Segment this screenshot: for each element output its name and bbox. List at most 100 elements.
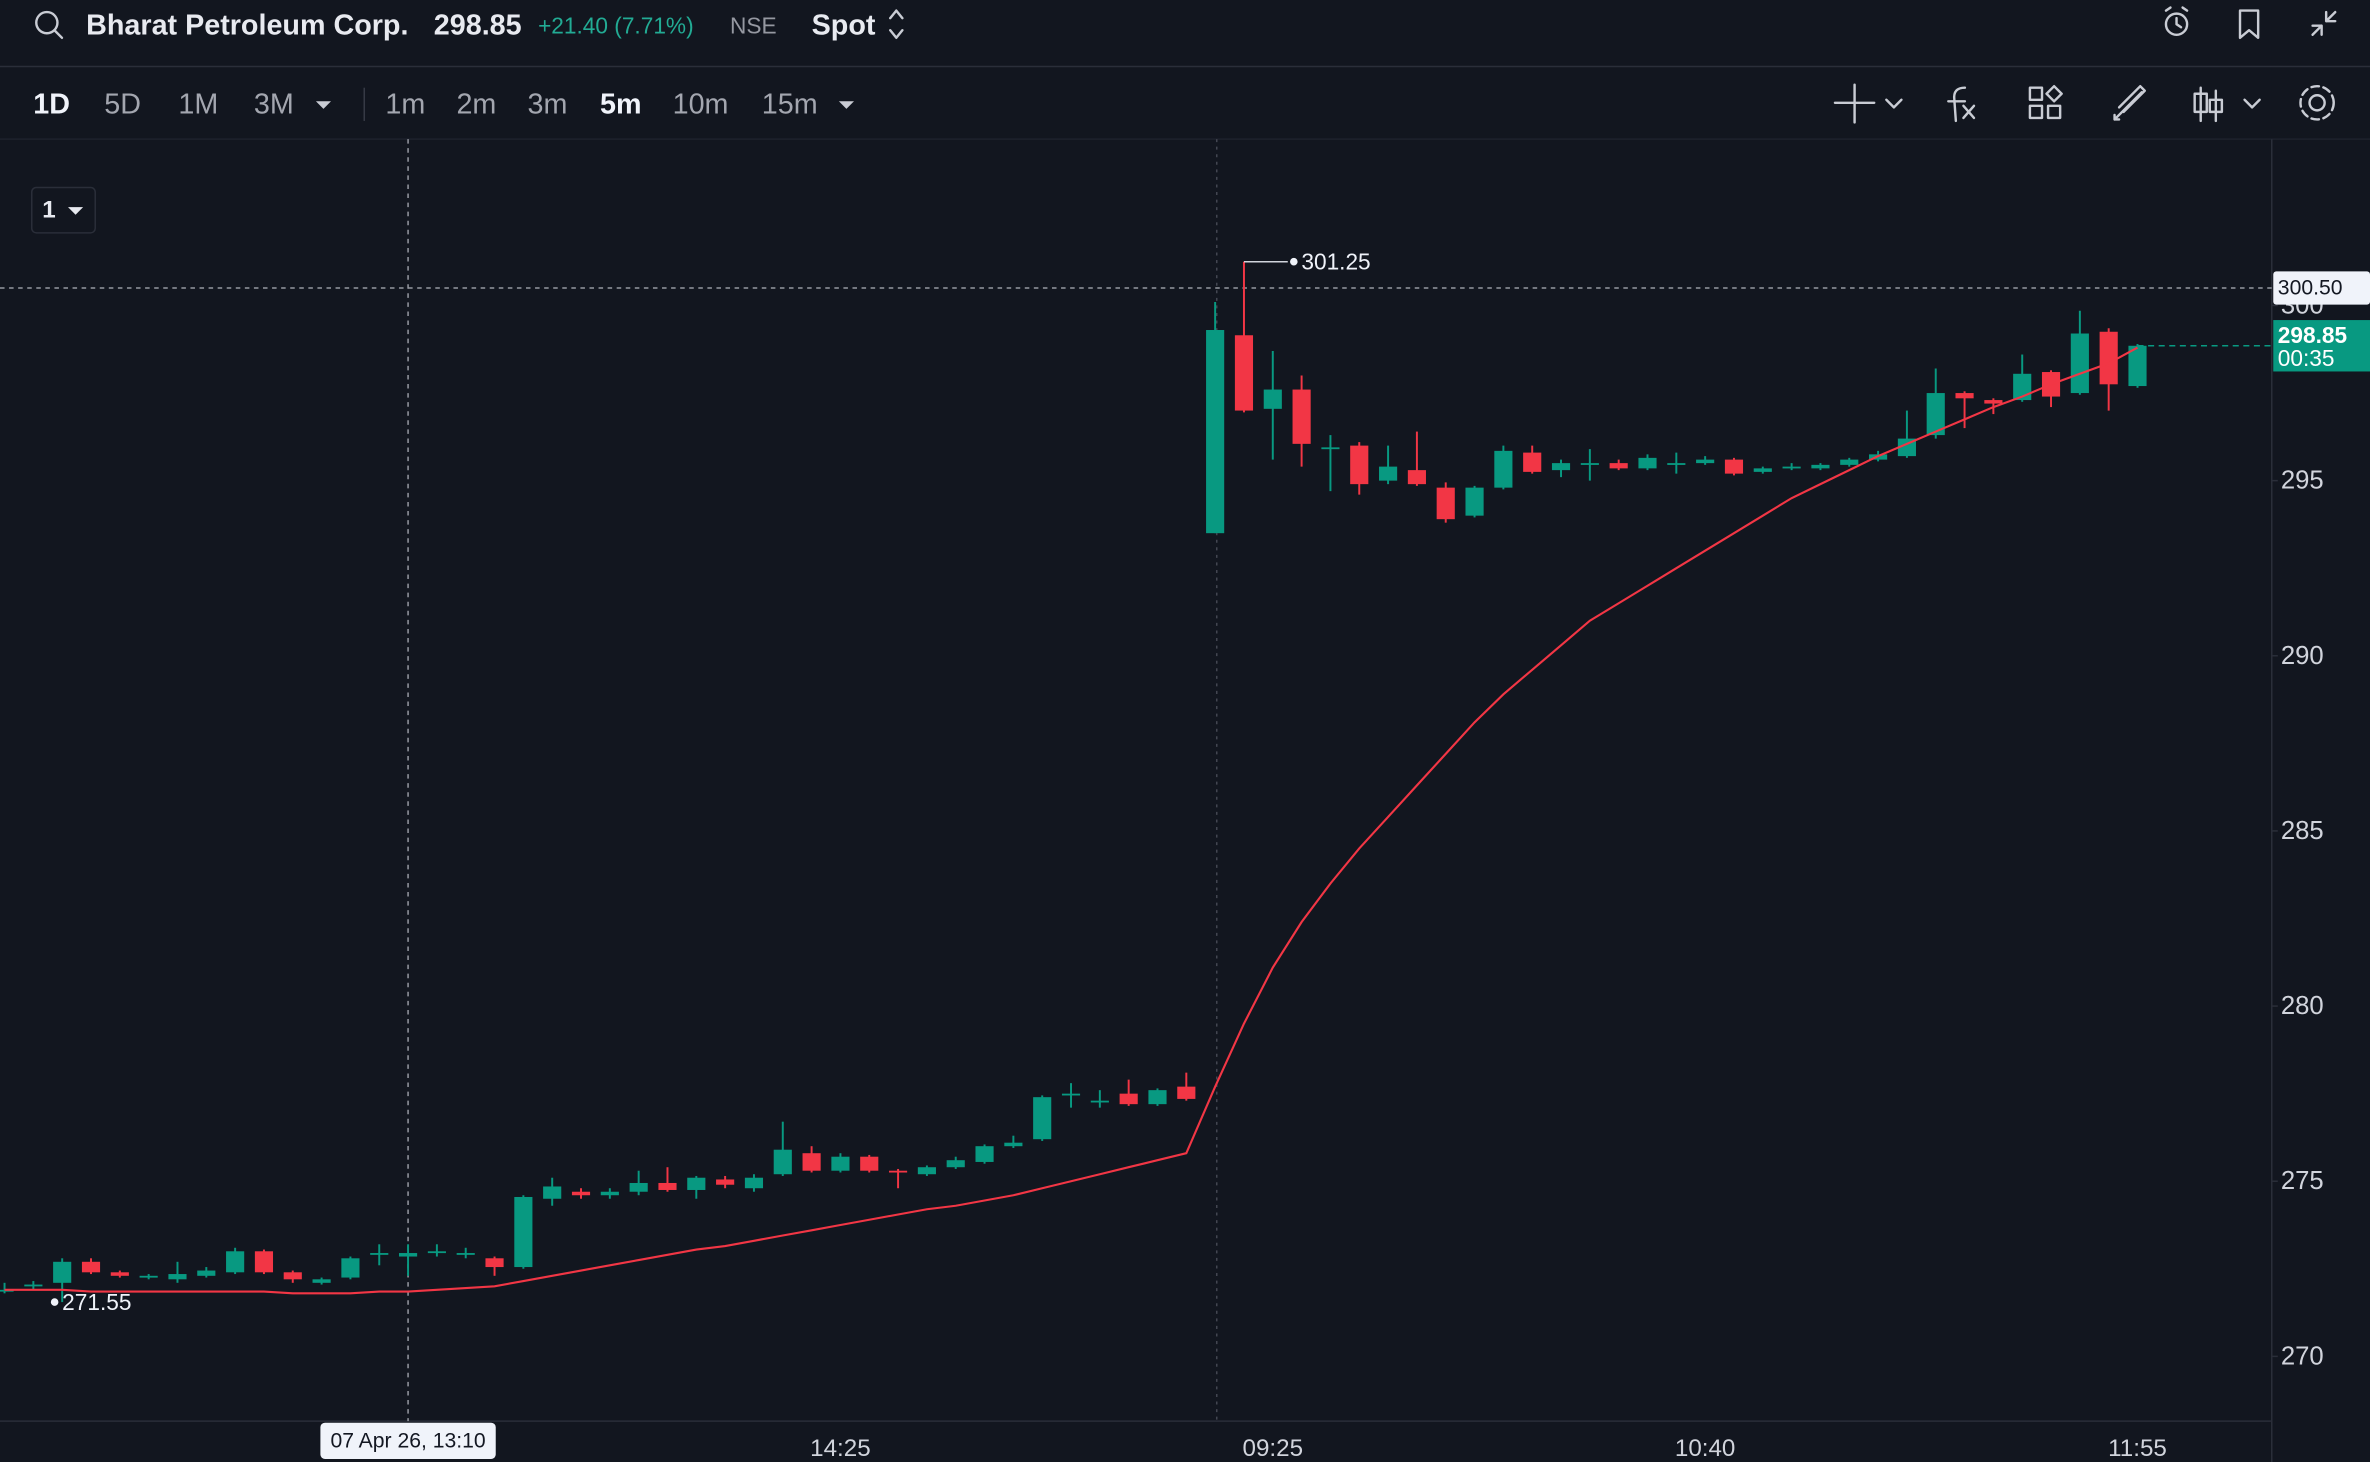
candle-body	[889, 1170, 908, 1173]
pane-selector[interactable]	[30, 186, 96, 234]
exchange: NSE	[730, 13, 777, 39]
countdown-label: 00:35	[2278, 345, 2335, 371]
candle-body	[1004, 1142, 1023, 1147]
candle-body	[1926, 393, 1945, 436]
candle-body	[53, 1261, 72, 1283]
last-price: 298.85	[434, 10, 522, 42]
bookmark-icon[interactable]	[2238, 9, 2260, 40]
candle-body	[600, 1191, 619, 1196]
templates-tool[interactable]	[2028, 84, 2063, 120]
pane-caret[interactable]	[68, 207, 84, 215]
candle-body	[1350, 445, 1369, 485]
search-icon-handle	[53, 29, 64, 40]
candle-body	[543, 1186, 562, 1199]
collapse-icon[interactable]	[2311, 10, 2337, 36]
candle-body	[485, 1258, 504, 1268]
candle-body	[571, 1191, 591, 1196]
candle-body	[658, 1182, 677, 1190]
candle-body	[312, 1279, 331, 1283]
candle-body	[283, 1272, 302, 1280]
candle-body	[1523, 452, 1542, 472]
candle-body	[1177, 1086, 1196, 1099]
candle-body	[2099, 331, 2118, 385]
candle-body	[744, 1177, 764, 1189]
candle-body	[514, 1196, 533, 1268]
symbol-name[interactable]: Bharat Petroleum Corp.	[86, 10, 408, 42]
x-tick-label: 10:40	[1675, 1435, 1735, 1462]
candle-body	[1263, 389, 1282, 409]
candle-body	[1753, 468, 1772, 472]
range-button[interactable]: 5D	[104, 88, 141, 120]
crosshair-price-box	[2273, 271, 2370, 305]
candle-body	[2070, 333, 2089, 394]
interval-button[interactable]: 3m	[528, 88, 568, 120]
interval-button[interactable]: 5m	[600, 88, 642, 120]
candle-body	[1551, 463, 1571, 471]
crosshair-caret[interactable]	[1885, 98, 1903, 109]
candle-body	[1609, 463, 1628, 469]
candle-body	[2128, 345, 2147, 387]
candle-body	[1148, 1090, 1167, 1105]
interval-button[interactable]: 15m	[762, 88, 818, 120]
candle-body	[399, 1253, 418, 1257]
candle-body	[1580, 463, 1599, 465]
candle-body	[456, 1253, 475, 1255]
candle-body	[1119, 1093, 1138, 1105]
range-button[interactable]: 3M	[254, 88, 294, 120]
low-label: 271.55	[62, 1289, 131, 1315]
pane-number[interactable]: 1	[42, 197, 55, 224]
y-tick-label: 270	[2281, 1342, 2324, 1370]
price-change: +21.40 (7.71%)	[538, 13, 694, 39]
candle-body	[254, 1251, 274, 1273]
interval-button[interactable]: 1m	[385, 88, 425, 120]
candle-body	[1234, 335, 1254, 411]
chart-type-caret[interactable]	[2243, 98, 2261, 109]
interval-button[interactable]: 2m	[456, 88, 496, 120]
last-price-box	[2273, 320, 2370, 372]
candle-body	[1292, 389, 1311, 444]
candle-body	[1436, 487, 1455, 520]
range-button[interactable]: 1M	[178, 88, 218, 120]
search-icon[interactable]	[35, 10, 59, 35]
candle-body	[946, 1160, 965, 1168]
candle-body	[629, 1182, 648, 1192]
interval-button[interactable]: 10m	[673, 88, 729, 120]
candle-body	[831, 1156, 850, 1171]
candle-body	[1955, 393, 1974, 399]
mode-select[interactable]: Spot	[812, 10, 876, 42]
candle-body	[1984, 400, 2003, 404]
candle-body	[773, 1149, 792, 1175]
candle-body	[802, 1153, 821, 1171]
alarm-icon-detail	[2164, 6, 2189, 29]
candle-body	[1465, 487, 1484, 516]
candle-body	[341, 1258, 360, 1278]
candle-body	[1638, 457, 1657, 469]
low-marker-dot	[50, 1298, 59, 1306]
chart-type-tool[interactable]	[2193, 86, 2224, 123]
overlay-line	[4, 346, 2139, 1295]
candle-body	[1090, 1100, 1109, 1103]
crosshair-tool[interactable]	[1833, 83, 1876, 124]
crosshair-time-label: 07 Apr 26, 13:10	[330, 1429, 485, 1452]
alarm-icon[interactable]	[2164, 12, 2189, 36]
settings-tool[interactable]	[2308, 94, 2326, 112]
header: Bharat Petroleum Corp. 298.85 +21.40 (7.…	[0, 6, 2370, 68]
x-tick-label: 11:55	[2108, 1435, 2167, 1462]
candle-body	[197, 1270, 216, 1276]
indicators-tool[interactable]	[1947, 86, 1976, 123]
mode-arrows[interactable]	[889, 9, 904, 40]
candle-body	[168, 1274, 187, 1280]
x-tick-label: 14:25	[810, 1435, 870, 1462]
interval-caret[interactable]	[838, 101, 854, 109]
settings-gear	[2299, 84, 2335, 121]
last-price-label: 298.85	[2278, 322, 2347, 348]
candle-body	[860, 1156, 879, 1171]
range-button[interactable]: 1D	[33, 88, 70, 120]
candle-body	[1696, 459, 1715, 464]
y-tick-label: 295	[2281, 467, 2324, 495]
candle-body	[1494, 450, 1513, 488]
range-caret[interactable]	[315, 101, 332, 109]
candle-body	[427, 1251, 446, 1254]
drawing-tool[interactable]	[2113, 84, 2146, 121]
